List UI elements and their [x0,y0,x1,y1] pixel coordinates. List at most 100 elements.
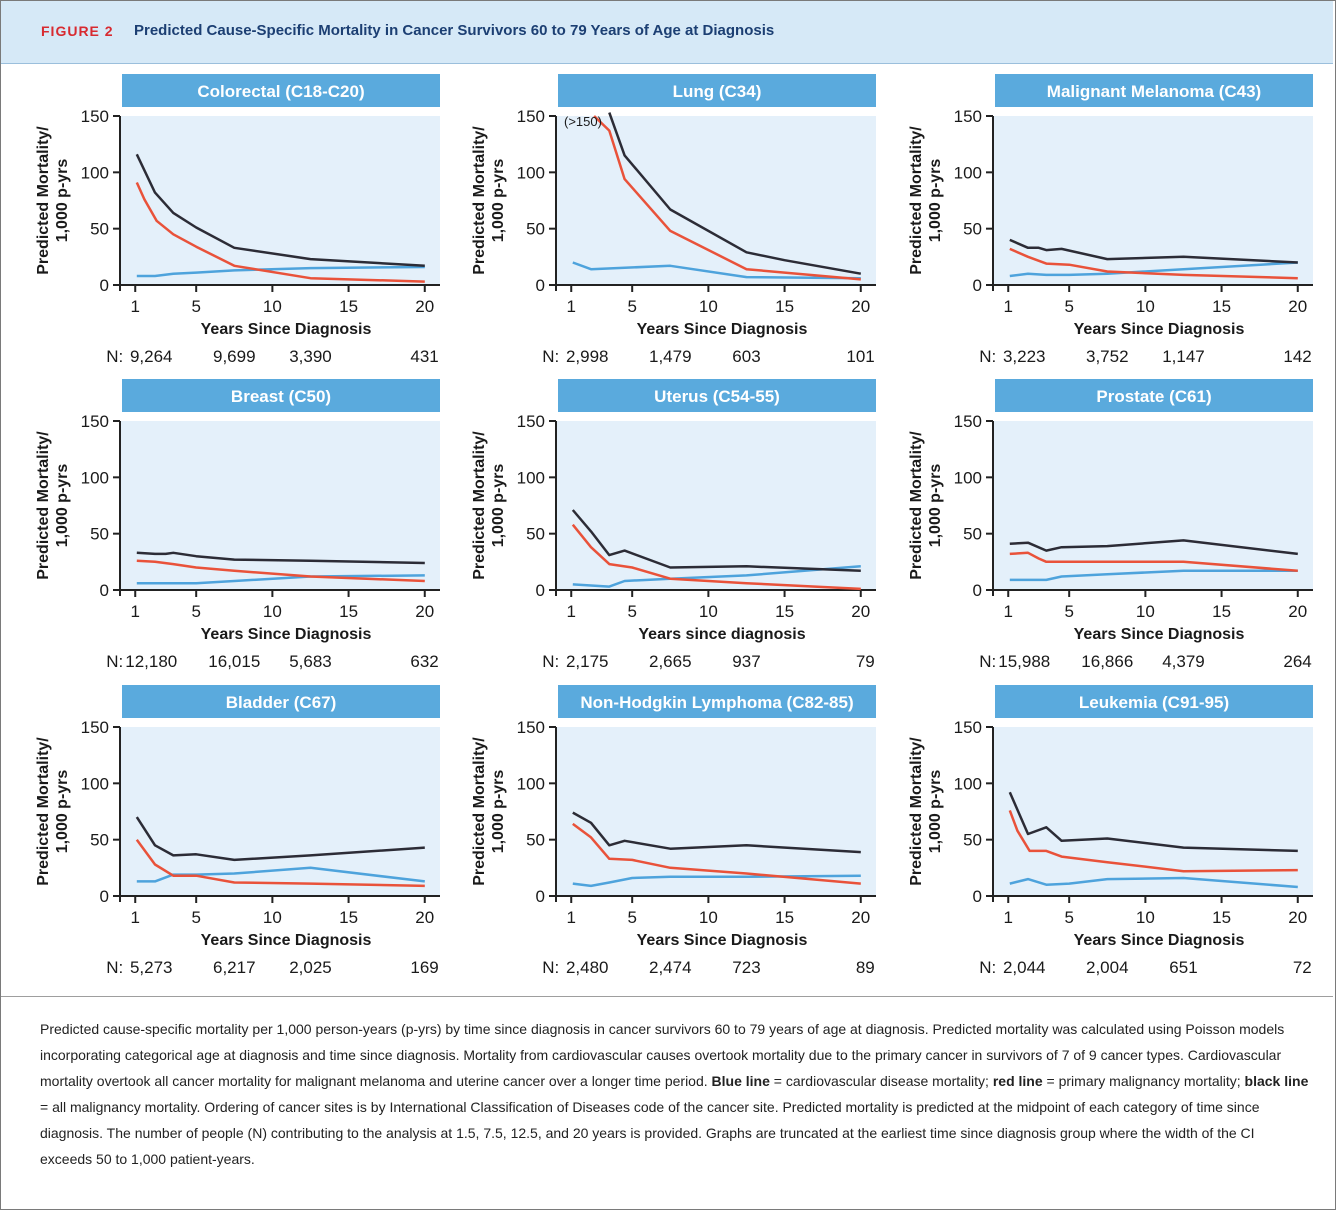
n-value: 101 [846,347,874,366]
x-axis-label: Years Since Diagnosis [1074,932,1245,949]
y-axis-label-line2: 1,000 p-yrs [927,159,944,243]
y-tick-label: 100 [517,163,545,182]
n-value: 79 [856,652,875,671]
n-value: 15,988 [998,652,1050,671]
y-axis-label-line1: Predicted Mortality/ [908,737,925,886]
y-tick-label: 0 [973,581,982,600]
caption-blue-label: Blue line [711,1073,770,1089]
caption-black-label: black line [1244,1073,1309,1089]
n-value: 142 [1283,347,1311,366]
y-tick-label: 0 [536,581,545,600]
y-axis-label: Predicted Mortality/1,000 p-yrs [35,431,71,580]
n-value: 632 [410,652,438,671]
caption-black-text: = all malignancy mortality. Ordering of … [40,1099,1260,1167]
series-line-primary [572,822,861,885]
y-tick-label: 50 [963,525,982,544]
x-tick-label: 1 [567,908,576,927]
caption-divider [1,996,1333,997]
y-tick-label: 100 [81,774,109,793]
y-tick-label: 0 [973,887,982,906]
series-line-primary [593,115,861,281]
series-line-primary [1009,551,1298,573]
n-label: N: [106,652,123,671]
n-value: 169 [410,958,438,977]
series-line-cardiovascular [572,874,861,888]
plot-area [556,727,876,896]
y-axis-label-line1: Predicted Mortality/ [908,431,925,580]
y-tick-label: 50 [90,220,109,239]
panel-title-bar [558,379,876,412]
x-tick-label: 15 [775,908,794,927]
n-value: 3,223 [1003,347,1046,366]
n-value: 2,480 [566,958,609,977]
series-line-primary [1008,809,1298,873]
y-tick-label: 150 [81,412,109,431]
series-line-all [135,816,425,862]
n-value: 264 [1283,652,1311,671]
y-axis-label-line1: Predicted Mortality/ [471,431,488,580]
figure-header: FIGURE 2 Predicted Cause-Specific Mortal… [1,1,1333,64]
n-value: 603 [732,347,760,366]
y-axis-label: Predicted Mortality/1,000 p-yrs [471,431,507,580]
x-tick-label: 10 [699,602,718,621]
n-value: 1,147 [1162,347,1205,366]
y-axis-label-line1: Predicted Mortality/ [35,126,52,275]
n-value: 2,474 [649,958,692,977]
y-tick-label: 50 [90,831,109,850]
x-tick-label: 15 [1212,602,1231,621]
n-label: N: [979,347,996,366]
series-line-primary [136,559,425,583]
y-tick-label: 50 [90,525,109,544]
series-line-primary [1009,247,1298,280]
panel-title-bar [558,74,876,107]
series-line-primary [571,523,861,591]
plot-area [556,116,876,285]
y-tick-label: 0 [100,276,109,295]
y-axis-label-line2: 1,000 p-yrs [490,159,507,243]
x-axis-label: Years Since Diagnosis [201,321,372,338]
y-tick-label: 150 [517,718,545,737]
x-tick-label: 10 [263,908,282,927]
y-tick-label: 100 [517,774,545,793]
x-tick-label: 10 [1136,602,1155,621]
x-tick-label: 20 [851,908,870,927]
n-label: N: [542,958,559,977]
y-axis-label: Predicted Mortality/1,000 p-yrs [908,431,944,580]
panel-title: Prostate (C61) [1096,387,1211,406]
caption-text: Predicted cause-specific mortality per 1… [40,1021,1285,1089]
y-axis-label-line2: 1,000 p-yrs [490,464,507,548]
x-tick-label: 1 [131,602,140,621]
y-tick-label: 150 [954,412,982,431]
figure-label: FIGURE 2 [41,23,114,39]
n-value: 4,379 [1162,652,1205,671]
n-value: 5,273 [130,958,173,977]
y-tick-label: 100 [81,468,109,487]
n-value: 3,390 [289,347,332,366]
x-tick-label: 10 [1136,297,1155,316]
x-tick-label: 1 [567,602,576,621]
series-line-all [1008,791,1298,853]
x-axis-label: Years Since Diagnosis [637,321,808,338]
x-tick-label: 15 [339,908,358,927]
y-tick-label: 100 [954,774,982,793]
x-tick-label: 5 [191,297,200,316]
figure-title: Predicted Cause-Specific Mortality in Ca… [134,22,775,39]
n-value: 16,015 [208,652,260,671]
x-axis-label: Years Since Diagnosis [1074,321,1245,338]
x-tick-label: 10 [263,602,282,621]
y-tick-label: 100 [954,163,982,182]
y-tick-label: 50 [963,220,982,239]
y-tick-label: 100 [954,468,982,487]
x-tick-label: 10 [1136,908,1155,927]
y-tick-label: 50 [526,525,545,544]
x-tick-label: 5 [1064,297,1073,316]
y-tick-label: 0 [536,276,545,295]
y-axis-label: Predicted Mortality/1,000 p-yrs [35,737,71,886]
x-tick-label: 5 [1064,908,1073,927]
x-tick-label: 15 [339,602,358,621]
